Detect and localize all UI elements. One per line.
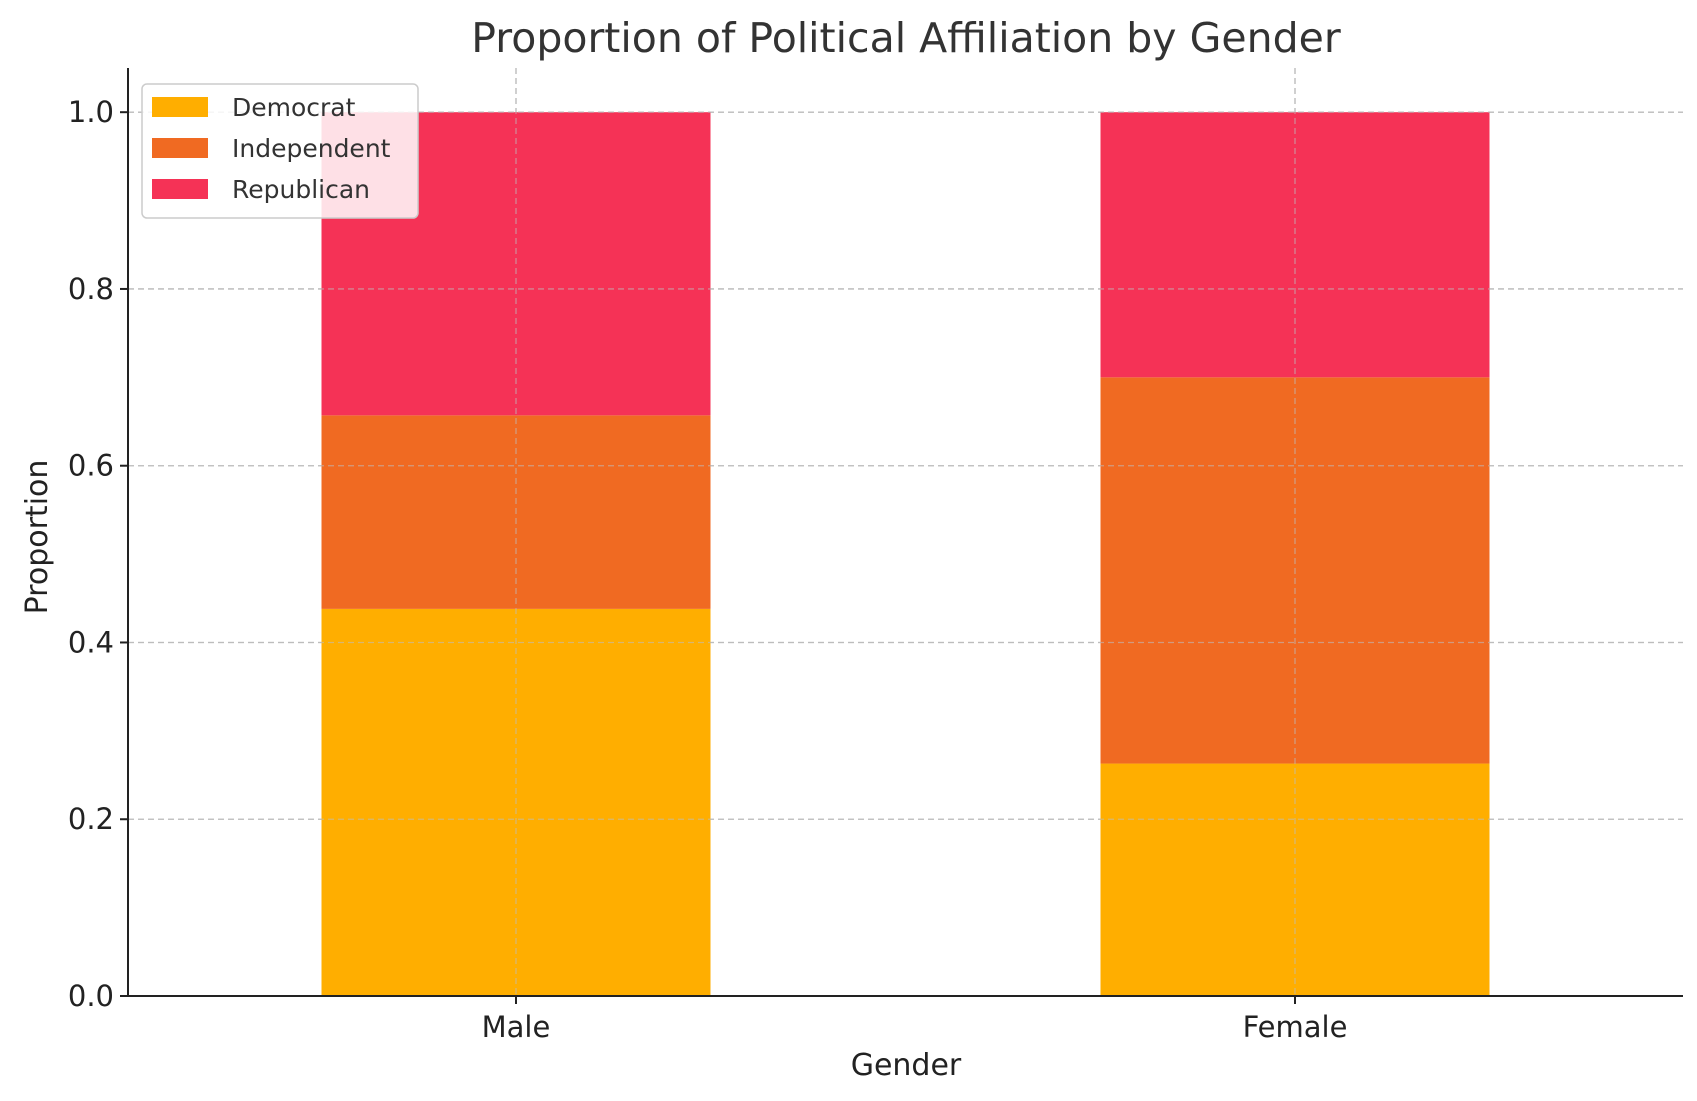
- legend-swatch-independent: [152, 138, 208, 158]
- legend-label-republican: Republican: [232, 175, 370, 204]
- x-tick-label: Female: [1243, 1010, 1348, 1044]
- x-tick-label: Male: [482, 1010, 551, 1044]
- y-tick-label: 0.8: [68, 272, 114, 306]
- y-tick-label: 0.4: [68, 625, 114, 659]
- legend-swatch-republican: [152, 179, 208, 199]
- legend-frame: [141, 83, 419, 219]
- grid-overlay: [128, 68, 1683, 997]
- y-tick-label: 0.2: [68, 802, 114, 836]
- axes: [127, 68, 1683, 997]
- legend: Democrat Independent Republican: [141, 83, 419, 219]
- legend-label-democrat: Democrat: [232, 93, 356, 122]
- y-ticks: 0.0 0.2 0.4 0.6 0.8 1.0: [68, 95, 128, 1013]
- y-axis-label: Proportion: [20, 460, 55, 615]
- y-tick-label: 0.6: [68, 449, 114, 483]
- legend-label-independent: Independent: [232, 134, 391, 163]
- y-tick-label: 1.0: [68, 95, 114, 129]
- legend-swatch-democrat: [152, 97, 208, 117]
- x-ticks: Male Female: [482, 996, 1348, 1044]
- chart-title: Proportion of Political Affiliation by G…: [471, 14, 1341, 62]
- x-axis-label: Gender: [851, 1048, 962, 1083]
- y-tick-label: 0.0: [68, 979, 114, 1013]
